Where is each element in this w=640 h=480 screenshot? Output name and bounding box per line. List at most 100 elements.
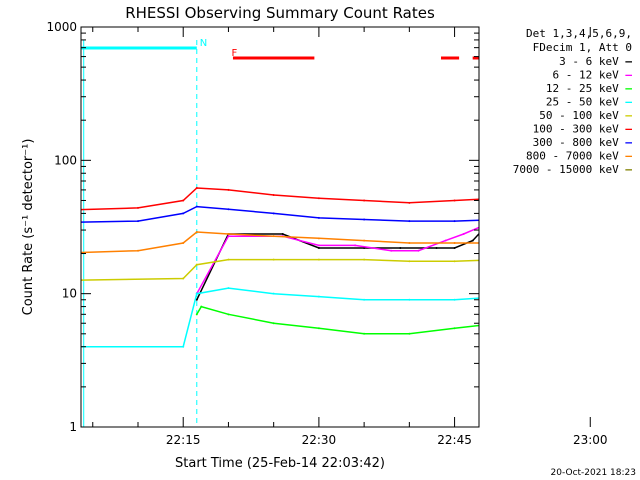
series-point-1 <box>517 229 519 231</box>
series-point-5 <box>589 194 591 196</box>
series-point-6 <box>453 220 456 223</box>
y-tick-label: 100 <box>54 153 77 167</box>
series-point-6 <box>317 216 320 219</box>
series-point-7 <box>589 240 591 242</box>
series-point-7 <box>47 253 49 255</box>
series-point-7 <box>453 241 456 244</box>
series-point-7 <box>227 233 230 236</box>
series-point-6 <box>634 217 636 219</box>
series-point-5 <box>634 194 636 196</box>
legend-entry-1: 6 - 12 keV — <box>553 69 633 82</box>
series-point-1 <box>589 235 591 237</box>
series-point-0 <box>399 247 402 250</box>
series-point-2 <box>634 309 636 311</box>
series-point-4 <box>272 258 275 261</box>
flag-label-N: N <box>200 38 207 49</box>
series-line-2 <box>196 305 479 335</box>
series-point-0 <box>435 247 438 250</box>
series-point-5 <box>227 188 230 191</box>
series-point-3 <box>227 287 230 290</box>
series-point-0 <box>571 229 573 231</box>
series-point-5 <box>182 199 185 202</box>
series-point-2 <box>200 305 203 308</box>
series-point-3 <box>317 295 320 298</box>
series-point-4 <box>589 257 591 259</box>
x-tick-label: 22:15 <box>166 433 201 447</box>
series-point-0 <box>281 233 284 236</box>
series-point-5 <box>499 197 501 199</box>
series-point-3 <box>182 345 185 348</box>
series-point-0 <box>317 247 320 250</box>
series-point-0 <box>490 220 492 222</box>
series-point-2 <box>363 332 366 335</box>
series-point-7 <box>195 231 198 234</box>
series-point-0 <box>499 215 501 217</box>
series-point-1 <box>417 249 420 252</box>
series-point-1 <box>227 235 230 238</box>
series-point-7 <box>317 237 320 240</box>
series-point-7 <box>272 235 275 238</box>
series-point-3 <box>634 287 636 289</box>
series-point-3 <box>499 296 501 298</box>
series-point-5 <box>136 206 139 209</box>
series-point-0 <box>607 229 609 231</box>
series-point-5 <box>408 201 411 204</box>
plot-frame <box>80 26 480 428</box>
series-point-5 <box>47 210 49 212</box>
series-point-6 <box>363 218 366 221</box>
series-point-5 <box>195 187 198 190</box>
legend-entry-8: 7000 - 15000 keV — <box>513 163 633 176</box>
legend-header-line-1: Det 1,3,4,5,6,9, <box>526 27 632 40</box>
series-point-2 <box>227 313 230 316</box>
series-point-0 <box>471 239 474 242</box>
series-point-2 <box>453 327 456 330</box>
series-point-3 <box>408 298 411 301</box>
series-point-3 <box>272 292 275 295</box>
series-point-0 <box>553 199 555 201</box>
series-point-5 <box>363 199 366 202</box>
series-point-0 <box>453 247 456 250</box>
series-point-2 <box>499 322 501 324</box>
series-point-2 <box>408 332 411 335</box>
series-point-7 <box>408 241 411 244</box>
x-tick-label: 22:30 <box>302 433 337 447</box>
series-point-6 <box>544 218 546 220</box>
series-point-7 <box>499 242 501 244</box>
series-point-1 <box>571 229 573 231</box>
series-point-1 <box>444 239 447 242</box>
series-line-5 <box>81 187 479 211</box>
x-tick-label: 22:45 <box>437 433 472 447</box>
series-point-1 <box>462 233 465 236</box>
plot-area: NFS <box>47 38 636 427</box>
series-point-2 <box>544 318 546 320</box>
y-axis-label-group: Count Rate (s⁻¹ detector⁻¹) <box>21 139 36 316</box>
series-point-3 <box>195 292 198 295</box>
series-point-6 <box>408 220 411 223</box>
series-point-6 <box>47 222 49 224</box>
series-point-1 <box>607 229 609 231</box>
y-tick-label: 1 <box>69 420 77 434</box>
series-point-7 <box>544 241 546 243</box>
series-point-4 <box>182 277 185 280</box>
series-point-6 <box>227 208 230 211</box>
series-point-4 <box>453 260 456 263</box>
series-point-2 <box>195 313 198 316</box>
series-point-5 <box>544 195 546 197</box>
series-point-1 <box>625 233 627 235</box>
series-point-6 <box>499 218 501 220</box>
series-line-4 <box>81 258 479 281</box>
legend-entry-3: 25 - 50 keV — <box>546 96 632 109</box>
series-point-4 <box>408 260 411 263</box>
chart-title: RHESSI Observing Summary Count Rates <box>125 4 435 22</box>
series-point-5 <box>317 197 320 200</box>
series-point-2 <box>317 327 320 330</box>
series-point-7 <box>363 239 366 242</box>
legend: Det 1,3,4,5,6,9, FDecim 1, Att 0 3 - 6 k… <box>513 27 633 176</box>
series-point-2 <box>272 322 275 325</box>
y-tick-label: 10 <box>62 287 77 301</box>
series-point-3 <box>453 298 456 301</box>
series-point-3 <box>589 290 591 292</box>
y-axis-ticks: 1 10 100 1000 <box>46 20 479 434</box>
series-point-4 <box>195 263 198 266</box>
